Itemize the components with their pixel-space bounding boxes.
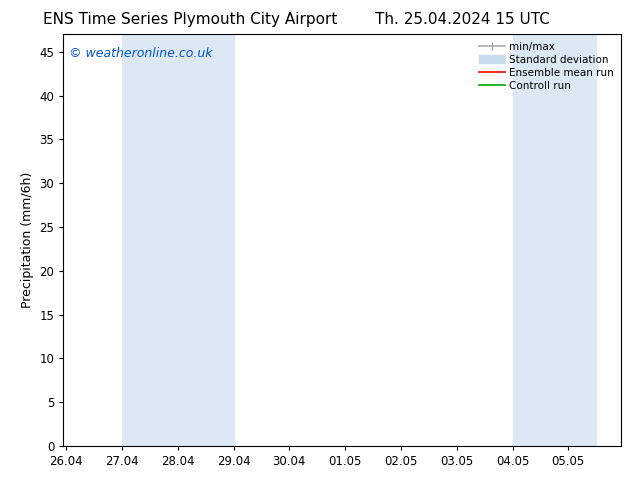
Legend: min/max, Standard deviation, Ensemble mean run, Controll run: min/max, Standard deviation, Ensemble me…: [477, 40, 616, 93]
Text: © weatheronline.co.uk: © weatheronline.co.uk: [69, 47, 212, 60]
Y-axis label: Precipitation (mm/6h): Precipitation (mm/6h): [21, 172, 34, 308]
Bar: [512, 34, 596, 446]
Text: ENS Time Series Plymouth City Airport: ENS Time Series Plymouth City Airport: [43, 12, 337, 27]
Text: Th. 25.04.2024 15 UTC: Th. 25.04.2024 15 UTC: [375, 12, 550, 27]
Bar: [122, 34, 233, 446]
